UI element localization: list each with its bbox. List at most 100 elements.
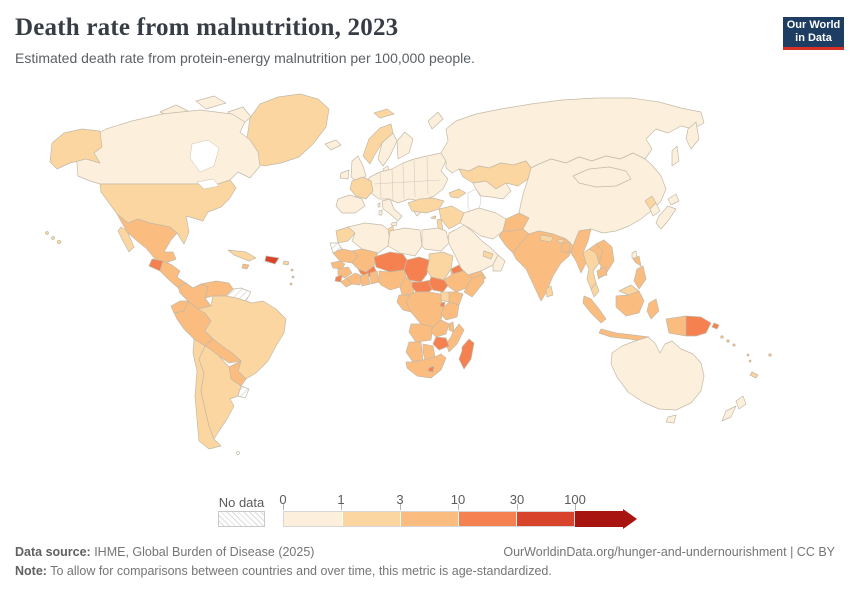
region-iceland[interactable] [324, 139, 342, 151]
region-malaysia[interactable] [590, 282, 600, 298]
region-indonesia-sumatra[interactable] [582, 295, 607, 324]
region-falkland-islands[interactable] [236, 451, 240, 455]
owid-logo[interactable]: Our World in Data [783, 17, 844, 50]
region-jamaica[interactable] [241, 263, 250, 270]
region-novaya-zemlya[interactable] [427, 111, 444, 130]
legend-band-1-3[interactable] [342, 512, 400, 526]
region-hawaii[interactable] [45, 231, 49, 235]
region-senegal[interactable] [330, 260, 346, 270]
no-data-swatch[interactable] [218, 511, 265, 527]
region-arctic-islands[interactable] [195, 95, 227, 110]
region-cambodia[interactable] [596, 266, 608, 278]
region-caucasus[interactable] [448, 188, 467, 199]
region-fiji[interactable] [768, 353, 772, 357]
region-japan[interactable] [667, 193, 680, 206]
region-sierra-leone[interactable] [334, 274, 343, 283]
region-europe-mainland[interactable] [361, 152, 449, 204]
region-uruguay[interactable] [237, 385, 250, 399]
region-togo-benin[interactable] [369, 270, 380, 285]
region-algeria[interactable] [347, 222, 391, 254]
region-united-kingdom[interactable] [350, 155, 367, 184]
region-ghana[interactable] [359, 272, 371, 287]
region-thailand[interactable] [582, 248, 600, 290]
legend-band-3-10[interactable] [400, 512, 458, 526]
region-malawi[interactable] [448, 321, 455, 333]
region-madagascar[interactable] [458, 338, 475, 370]
region-lesser-antilles[interactable] [289, 282, 293, 286]
region-tanzania[interactable] [440, 301, 460, 321]
region-sweden[interactable] [377, 132, 398, 167]
region-philippines[interactable] [632, 255, 642, 267]
region-central-asia[interactable] [472, 180, 512, 200]
region-south-africa[interactable] [405, 353, 447, 379]
region-vanuatu[interactable] [748, 359, 752, 363]
region-lesotho[interactable] [427, 365, 435, 373]
region-uae-qatar[interactable] [482, 250, 494, 260]
region-lesser-antilles[interactable] [290, 268, 294, 272]
region-zambia[interactable] [430, 319, 450, 338]
region-finland[interactable] [396, 131, 414, 160]
region-brazil[interactable] [197, 295, 287, 380]
region-sakhalin[interactable] [671, 145, 680, 167]
region-alaska[interactable] [49, 128, 103, 170]
region-gabon-congo[interactable] [396, 294, 412, 313]
region-syria-iraq[interactable] [438, 205, 465, 230]
region-oman[interactable] [492, 254, 506, 272]
region-bangladesh[interactable] [560, 241, 571, 254]
region-mozambique[interactable] [445, 323, 465, 353]
legend-band-30-100[interactable] [516, 512, 574, 526]
region-philippines[interactable] [633, 265, 647, 290]
region-sudan[interactable] [426, 251, 454, 281]
region-svalbard[interactable] [373, 108, 395, 119]
region-dr-congo[interactable] [405, 291, 445, 328]
region-indonesia-papua[interactable] [665, 315, 687, 337]
region-ethiopia[interactable] [443, 268, 473, 293]
region-india[interactable] [512, 230, 574, 302]
region-new-caledonia[interactable] [749, 371, 759, 379]
region-argentina[interactable] [198, 345, 242, 440]
region-cuba[interactable] [227, 249, 257, 262]
region-canada[interactable] [75, 109, 261, 185]
region-angola[interactable] [408, 323, 434, 343]
region-indonesia-kalimantan[interactable] [615, 290, 645, 317]
region-kamchatka[interactable] [685, 121, 700, 150]
legend-band-10-30[interactable] [458, 512, 516, 526]
region-japan[interactable] [655, 205, 677, 230]
region-mexico[interactable] [116, 213, 178, 264]
region-new-zealand[interactable] [721, 405, 737, 422]
region-australia[interactable] [610, 336, 705, 411]
region-corsica[interactable] [377, 202, 381, 208]
region-turkey[interactable] [407, 197, 445, 214]
region-libya[interactable] [387, 227, 423, 257]
region-taiwan[interactable] [631, 250, 638, 259]
region-new-zealand[interactable] [735, 395, 747, 410]
region-puerto-rico[interactable] [282, 260, 290, 266]
region-solomon-islands[interactable] [720, 335, 724, 339]
region-france[interactable] [349, 176, 374, 200]
region-nepal[interactable] [539, 234, 554, 243]
region-sicily[interactable] [390, 221, 398, 227]
region-lesser-antilles[interactable] [291, 275, 295, 279]
region-greenland[interactable] [246, 93, 330, 167]
region-sri-lanka[interactable] [545, 285, 554, 298]
region-south-korea[interactable] [649, 202, 661, 217]
region-zimbabwe[interactable] [432, 336, 450, 351]
region-uganda[interactable] [440, 291, 450, 303]
legend-band-100-plus[interactable] [575, 511, 623, 527]
owid-link[interactable]: OurWorldinData.org/hunger-and-undernouri… [503, 545, 835, 559]
region-ireland[interactable] [339, 169, 350, 180]
region-niger[interactable] [373, 251, 408, 273]
region-tasmania[interactable] [665, 414, 677, 424]
region-indonesia-sulawesi[interactable] [646, 298, 660, 320]
region-cyprus[interactable] [430, 215, 437, 220]
region-vanuatu[interactable] [746, 353, 750, 357]
region-hawaii[interactable] [51, 236, 55, 240]
region-solomon-islands[interactable] [726, 339, 730, 343]
region-iberia[interactable] [335, 194, 366, 214]
region-papua-new-guinea[interactable] [685, 315, 712, 337]
region-morocco[interactable] [335, 226, 356, 244]
region-sardinia[interactable] [378, 209, 383, 216]
region-hawaii[interactable] [56, 239, 62, 245]
region-somalia[interactable] [463, 274, 485, 298]
